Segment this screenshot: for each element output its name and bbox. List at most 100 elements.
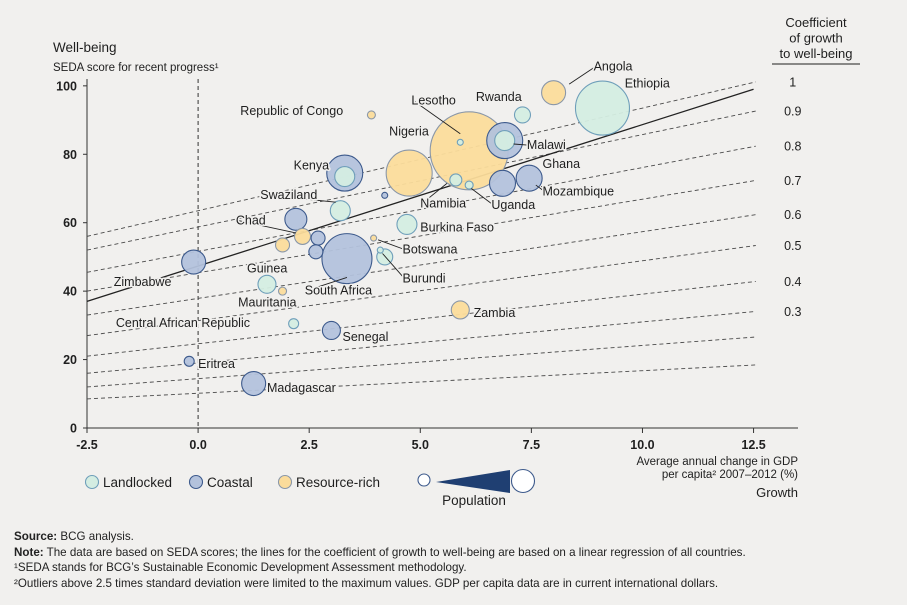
point-label: Angola: [594, 59, 633, 73]
label-leader: [306, 277, 348, 291]
point-label: Republic of Congo: [240, 104, 343, 118]
point-label: Mozambique: [542, 184, 614, 198]
point-label: Eritrea: [198, 357, 235, 371]
coefficient-line: [87, 110, 756, 251]
y-axis-subtitle: SEDA score for recent progress¹: [53, 62, 219, 74]
data-point: [396, 213, 418, 235]
point-label: Burundi: [403, 272, 446, 286]
x-tick-label: 0.0: [189, 438, 206, 452]
data-point: [284, 207, 308, 231]
data-point: [183, 355, 195, 367]
point-label: Zambia: [474, 306, 516, 320]
population-large-circle: [510, 468, 536, 494]
data-point: [370, 234, 378, 242]
point-label: Zimbabwe: [114, 275, 172, 289]
legend-swatch-landlocked: [84, 474, 100, 490]
legend-label-coastal: Coastal: [207, 475, 253, 490]
coef-title-line: Coefficient: [785, 15, 847, 30]
population-wedge: [436, 470, 510, 493]
coefficient-label: 1: [789, 75, 796, 89]
data-point: [381, 191, 389, 199]
y-tick-label: 20: [63, 353, 77, 367]
data-point: [494, 130, 516, 152]
point-label: Central African Republic: [116, 316, 250, 330]
point-label: Uganda: [491, 198, 535, 212]
label-leader: [382, 253, 405, 279]
point-label: Mauritania: [238, 296, 296, 310]
x-tick-label: 5.0: [412, 438, 429, 452]
data-point: [488, 169, 517, 197]
point-label: Swaziland: [260, 188, 317, 202]
data-point: [308, 244, 324, 260]
legend: Landlocked Coastal Resource-rich Population: [84, 468, 536, 508]
note-label: Note:: [14, 545, 44, 559]
legend-label-resource: Resource-rich: [296, 475, 380, 490]
legend-swatch-resource: [277, 474, 293, 490]
data-point: [329, 200, 351, 222]
x-tick-label: -2.5: [76, 438, 98, 452]
x-axis-title: Growth: [756, 485, 798, 500]
x-tick-label: 2.5: [300, 438, 317, 452]
chart-footer: Source: BCG analysis. Note: The data are…: [14, 529, 894, 591]
data-point: [277, 286, 288, 296]
label-leader: [535, 184, 545, 192]
coefficient-label: 0.5: [784, 239, 801, 253]
data-point: [274, 237, 291, 253]
x-tick-label: 12.5: [741, 438, 765, 452]
data-point: [288, 318, 300, 330]
coefficient-label: 0.4: [784, 275, 801, 289]
data-point: [376, 246, 384, 254]
point-label: Madagascar: [267, 381, 336, 395]
source-text: BCG analysis.: [60, 530, 134, 543]
data-point: [464, 180, 474, 190]
legend-swatch-coastal: [188, 474, 204, 490]
data-point: [241, 370, 267, 397]
y-tick-label: 0: [70, 422, 77, 436]
data-point: [513, 106, 532, 124]
coefficient-label: 0.6: [784, 208, 801, 222]
data-point: [181, 249, 207, 275]
point-labels: Angola Ethiopia Rwanda Republic of Congo Les…: [112, 58, 671, 397]
population-legend-label: Population: [442, 493, 506, 508]
coefficient-line: [87, 281, 756, 357]
data-point: [449, 173, 463, 187]
data-point: [293, 227, 312, 245]
x-tick-label: 7.5: [523, 438, 540, 452]
x-tick-label: 10.0: [630, 438, 654, 452]
point-label: Nigeria: [389, 124, 429, 138]
chart-svg: Well-being SEDA score for recent progress…: [53, 15, 860, 508]
footnote-1: ¹SEDA stands for BCG’s Sustainable Econo…: [14, 561, 467, 574]
data-point: [321, 320, 341, 341]
data-point: [310, 230, 326, 246]
point-label: Guinea: [247, 261, 287, 275]
source-line: Source: BCG analysis.: [14, 529, 894, 545]
label-leader: [421, 183, 448, 204]
note-text: The data are based on SEDA scores; the l…: [46, 545, 746, 559]
point-label: South Africa: [305, 284, 372, 298]
point-label: Lesotho: [411, 94, 456, 108]
point-label: Senegal: [343, 330, 389, 344]
label-leader: [471, 188, 494, 206]
population-small-circle: [417, 473, 431, 487]
data-point: [456, 138, 464, 146]
data-point: [257, 274, 277, 294]
y-tick-label: 80: [63, 148, 77, 162]
y-tick-label: 100: [56, 79, 77, 93]
point-label: Rwanda: [476, 90, 522, 104]
data-point: [321, 233, 373, 285]
label-leader: [568, 66, 596, 85]
point-label: Ethiopia: [625, 77, 670, 91]
point-label: Kenya: [294, 159, 329, 173]
data-point: [541, 80, 567, 106]
coefficient-label: 0.8: [784, 140, 801, 154]
point-label: Malawi: [527, 138, 566, 152]
x-axis-label-line: Average annual change in GDP: [636, 456, 798, 468]
y-tick-label: 40: [63, 285, 77, 299]
point-label: Ghana: [542, 157, 580, 171]
footnote-2: ²Outliers above 2.5 times standard devia…: [14, 576, 719, 590]
coefficient-label: 0.9: [784, 105, 801, 119]
coefficient-line: [87, 245, 756, 337]
source-label: Source:: [14, 530, 58, 543]
coefficient-label: 0.3: [784, 305, 801, 319]
